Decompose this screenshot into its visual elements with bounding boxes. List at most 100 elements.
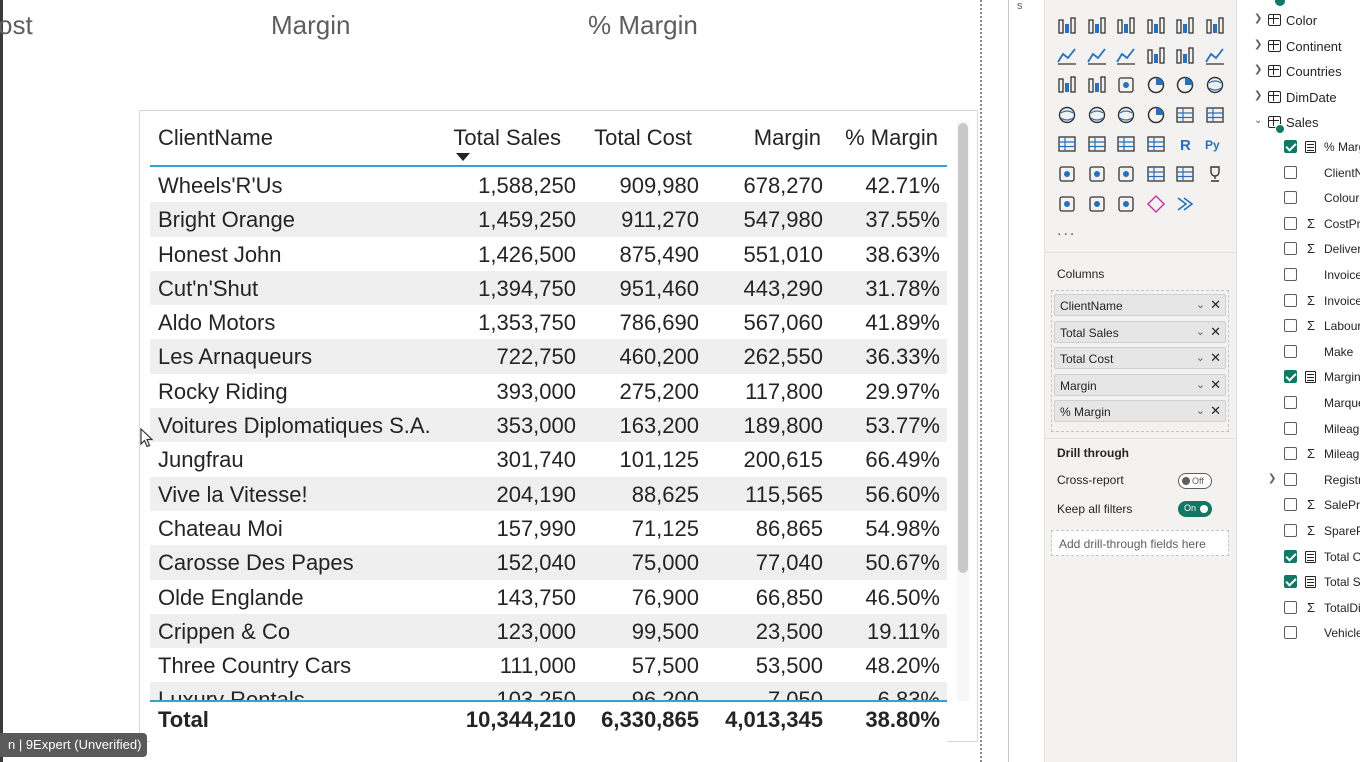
- pie-chart-icon[interactable]: [1144, 73, 1168, 97]
- column-header-pct-margin[interactable]: % Margin: [845, 125, 938, 150]
- field-checkbox[interactable]: [1284, 600, 1297, 614]
- table-icon[interactable]: [1114, 132, 1138, 156]
- remove-field-icon[interactable]: ✕: [1210, 403, 1221, 418]
- columns-field-well[interactable]: ClientName ⌄ ✕ Total Sales ⌄ ✕ Total Cost ⌄ ✕ Mar…: [1051, 290, 1229, 432]
- line-column-icon[interactable]: [1173, 44, 1197, 68]
- more-visuals-icon[interactable]: ...: [1057, 222, 1077, 239]
- slicer-icon[interactable]: [1085, 132, 1109, 156]
- field-checkbox[interactable]: [1284, 293, 1297, 307]
- chevrons-icon[interactable]: [1173, 192, 1197, 216]
- column-header-clientname[interactable]: ClientName: [158, 125, 273, 150]
- decomposition-tree-icon[interactable]: [1085, 162, 1109, 186]
- field-checkbox[interactable]: [1284, 140, 1297, 153]
- table-row[interactable]: Aldo Motors 1,353,750 786,690 567,060 41.89%: [150, 305, 947, 339]
- gauge-icon[interactable]: [1144, 103, 1168, 127]
- azure-map-icon[interactable]: [1114, 103, 1138, 127]
- qa-icon[interactable]: [1114, 162, 1138, 186]
- multirow-card-icon[interactable]: [1203, 103, 1227, 127]
- field-checkbox[interactable]: [1284, 575, 1297, 589]
- card-icon[interactable]: [1173, 103, 1197, 127]
- stacked-column-icon[interactable]: [1085, 14, 1109, 38]
- field-checkbox[interactable]: [1284, 344, 1297, 358]
- table-scrollbar-thumb[interactable]: [958, 123, 968, 573]
- cross-report-toggle[interactable]: Off: [1178, 473, 1212, 489]
- chevron-right-icon[interactable]: ❯: [1254, 64, 1263, 75]
- paginated-icon[interactable]: [1173, 162, 1197, 186]
- field-checkbox[interactable]: [1284, 242, 1297, 256]
- keep-all-filters-toggle[interactable]: On: [1178, 501, 1212, 517]
- margin-card-label[interactable]: Margin: [271, 10, 351, 40]
- field-checkbox[interactable]: [1284, 216, 1297, 230]
- column-well-item[interactable]: Margin ⌄ ✕: [1054, 373, 1226, 396]
- chevron-right-icon[interactable]: ❯: [1254, 13, 1263, 24]
- table-visual[interactable]: ClientName Total Sales Total Cost Margin…: [139, 110, 978, 742]
- ribbon-chart-icon[interactable]: [1144, 44, 1168, 68]
- table-row[interactable]: Chateau Moi 157,990 71,125 86,865 54.98%: [150, 511, 947, 545]
- field-checkbox[interactable]: [1284, 498, 1297, 512]
- table-row[interactable]: Les Arnaqueurs 722,750 460,200 262,550 36.33…: [150, 339, 947, 374]
- area-chart-icon[interactable]: [1085, 44, 1109, 68]
- filled-map-icon[interactable]: [1085, 103, 1109, 127]
- table-row[interactable]: Wheels'R'Us 1,588,250 909,980 678,270 42.71%: [150, 168, 947, 202]
- field-checkbox[interactable]: [1284, 165, 1297, 179]
- table-row[interactable]: Luxury Rentals 103,250 96,200 7,050 6.83%: [150, 682, 947, 700]
- table-row[interactable]: Olde Englande 143,750 76,900 66,850 46.50%: [150, 580, 947, 614]
- table-row[interactable]: Bright Orange 1,459,250 911,270 547,980 37.5…: [150, 202, 947, 237]
- line-chart-icon[interactable]: [1055, 44, 1079, 68]
- table-row[interactable]: Carosse Des Papes 152,040 75,000 77,040 50.6…: [150, 545, 947, 580]
- python-visual-icon[interactable]: Py: [1203, 132, 1227, 156]
- donut-chart-icon[interactable]: [1173, 73, 1197, 97]
- table-row[interactable]: Rocky Riding 393,000 275,200 117,800 29.97%: [150, 374, 947, 408]
- table-row[interactable]: Jungfrau 301,740 101,125 200,615 66.49%: [150, 442, 947, 476]
- chevron-right-icon[interactable]: ❯: [1254, 89, 1263, 101]
- column-header-total-sales[interactable]: Total Sales: [453, 125, 561, 150]
- metrics-icon[interactable]: [1114, 192, 1138, 216]
- table-row[interactable]: Vive la Vitesse! 204,190 88,625 115,565 56.6…: [150, 476, 947, 511]
- drill-through-drop-zone[interactable]: Add drill-through fields here: [1051, 530, 1229, 556]
- chevron-down-icon[interactable]: ⌄: [1195, 299, 1205, 311]
- clustered-column-icon[interactable]: [1144, 14, 1168, 38]
- remove-field-icon[interactable]: ✕: [1210, 350, 1221, 365]
- pct-margin-card-label[interactable]: % Margin: [588, 10, 698, 40]
- remove-field-icon[interactable]: ✕: [1210, 323, 1221, 339]
- chevron-down-icon[interactable]: ⌄: [1254, 115, 1263, 126]
- stacked-area-icon[interactable]: [1114, 44, 1138, 68]
- key-influencers-icon[interactable]: [1055, 162, 1079, 186]
- clustered-bar-icon[interactable]: [1114, 14, 1138, 38]
- field-checkbox[interactable]: [1284, 421, 1297, 435]
- chevron-right-icon[interactable]: ❯: [1254, 38, 1263, 50]
- chevron-down-icon[interactable]: ⌄: [1195, 352, 1205, 364]
- remove-field-icon[interactable]: ✕: [1210, 376, 1221, 392]
- matrix-icon[interactable]: [1144, 132, 1168, 156]
- waterfall-icon[interactable]: [1055, 73, 1079, 97]
- column-header-margin[interactable]: Margin: [753, 125, 821, 150]
- field-checkbox[interactable]: [1284, 319, 1297, 333]
- r-visual-icon[interactable]: R: [1173, 132, 1197, 156]
- power-apps-icon[interactable]: [1055, 192, 1079, 216]
- field-checkbox[interactable]: [1284, 447, 1297, 461]
- field-checkbox[interactable]: [1284, 268, 1297, 281]
- chevron-right-icon[interactable]: ❯: [1268, 472, 1277, 484]
- chevron-down-icon[interactable]: ⌄: [1195, 325, 1205, 338]
- table-row[interactable]: Cut'n'Shut 1,394,750 951,460 443,290 31.78%: [150, 270, 947, 306]
- column-well-item[interactable]: ClientName ⌄ ✕: [1054, 294, 1226, 316]
- power-automate-icon[interactable]: [1085, 192, 1109, 216]
- treemap-icon[interactable]: [1203, 73, 1227, 97]
- column-well-item[interactable]: Total Cost ⌄ ✕: [1054, 347, 1226, 369]
- stacked-bar-icon[interactable]: [1055, 14, 1079, 38]
- trophy-icon[interactable]: [1203, 162, 1227, 186]
- sort-descending-icon[interactable]: [456, 153, 470, 161]
- narrative-icon[interactable]: [1144, 162, 1168, 186]
- scatter-icon[interactable]: [1114, 73, 1138, 97]
- chevron-down-icon[interactable]: ⌄: [1195, 378, 1205, 391]
- report-canvas[interactable]: ost Margin % Margin ClientName Total Sal…: [0, 0, 1010, 762]
- 100pct-bar-icon[interactable]: [1173, 14, 1197, 38]
- field-checkbox[interactable]: [1284, 472, 1297, 486]
- collapsed-pane-strip[interactable]: [1009, 0, 1045, 762]
- remove-field-icon[interactable]: ✕: [1210, 297, 1221, 312]
- total-cost-card-label[interactable]: ost: [0, 10, 33, 40]
- diamond-icon[interactable]: [1144, 192, 1168, 216]
- column-well-item[interactable]: % Margin ⌄ ✕: [1054, 400, 1226, 422]
- 100pct-column-icon[interactable]: [1203, 14, 1227, 38]
- map-icon[interactable]: [1055, 103, 1079, 127]
